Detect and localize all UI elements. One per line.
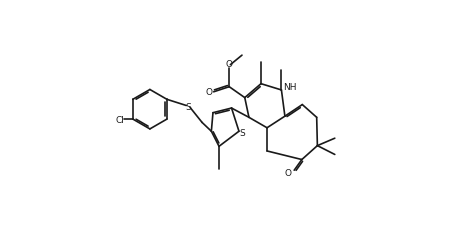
Text: S: S xyxy=(238,128,244,137)
Text: S: S xyxy=(185,102,190,111)
Text: O: O xyxy=(206,88,213,96)
Text: NH: NH xyxy=(283,83,297,91)
Text: Cl: Cl xyxy=(115,115,124,124)
Text: O: O xyxy=(225,60,232,69)
Text: O: O xyxy=(284,168,291,177)
